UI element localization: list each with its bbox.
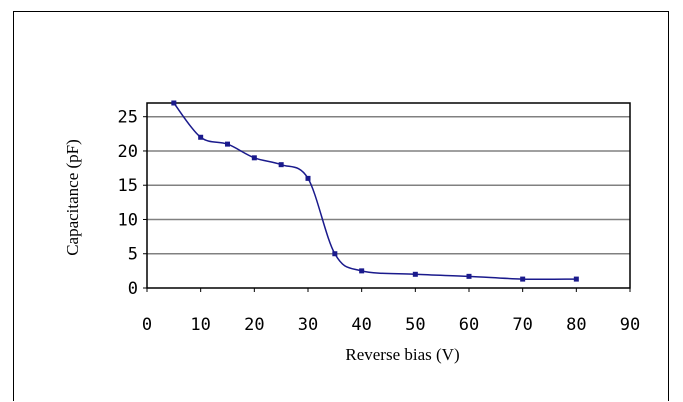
data-point [466,273,472,279]
data-point [520,276,526,282]
x-axis-ticks: 0 10 20 30 40 50 60 70 80 90 [142,288,640,335]
y-tick-label: 5 [128,245,138,265]
y-axis-title: Capacitance (pF) [63,139,82,256]
data-point [412,271,418,277]
x-tick-label: 20 [244,315,264,335]
data-markers [171,100,579,282]
data-point [225,141,230,147]
data-point [573,276,579,282]
grid-lines [147,115,630,255]
x-tick-label: 90 [620,315,640,335]
data-point [278,162,284,168]
data-point [171,100,177,106]
plot-area [146,102,631,289]
data-point [305,175,311,181]
x-tick-label: 40 [351,315,371,335]
data-point [251,155,257,161]
y-tick-label: 25 [118,108,138,128]
x-tick-label: 70 [512,315,532,335]
y-tick-label: 20 [118,142,138,162]
y-tick-label: 0 [128,279,138,299]
x-tick-label: 0 [142,315,152,335]
y-tick-label: 15 [118,176,138,196]
data-point [359,268,365,274]
chart-frame [13,11,669,401]
y-axis-ticks: 0 5 10 15 20 25 [118,108,147,299]
x-tick-label: 80 [566,315,586,335]
x-tick-label: 30 [298,315,318,335]
y-tick-label: 10 [118,210,138,230]
data-point [332,251,338,257]
x-tick-label: 60 [459,315,479,335]
capacitance-series-line [173,102,577,281]
x-tick-label: 10 [190,315,210,335]
x-tick-label: 50 [405,315,425,335]
x-axis-title: Reverse bias (V) [345,345,459,364]
data-point [198,134,204,140]
